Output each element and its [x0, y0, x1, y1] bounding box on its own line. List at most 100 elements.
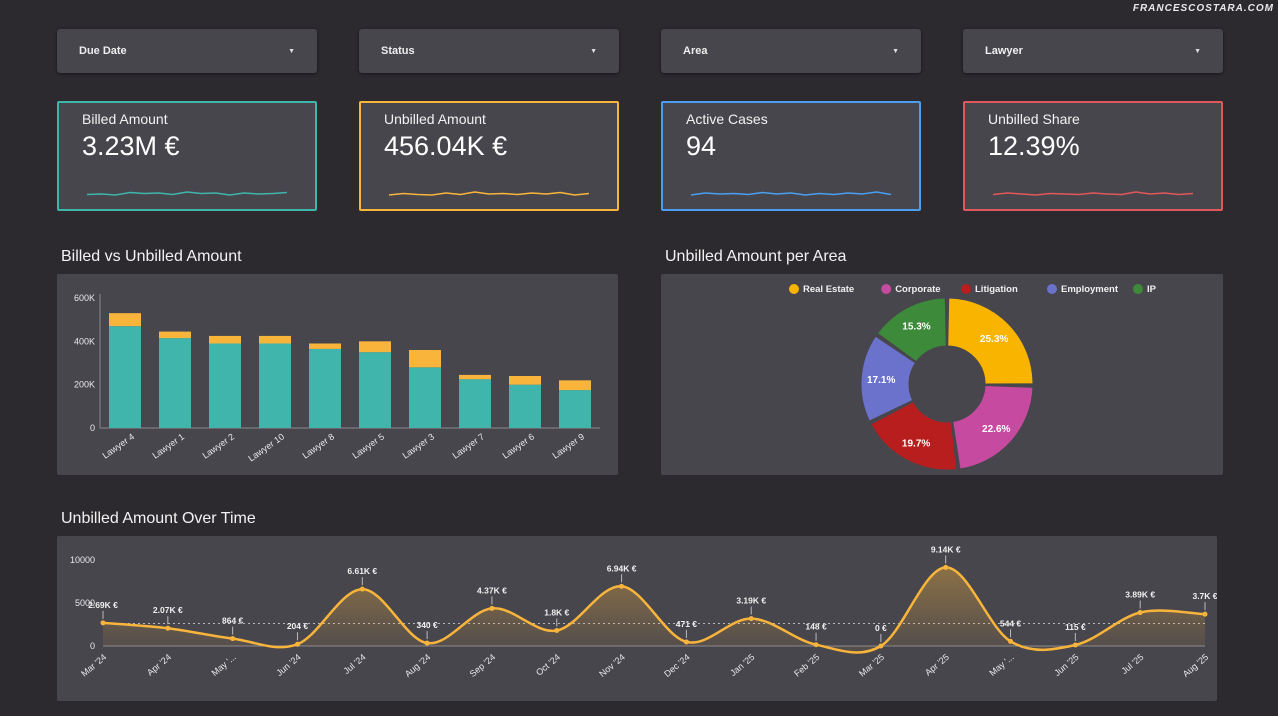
- legend-item: Litigation: [961, 284, 1018, 295]
- slice-label: 22.6%: [982, 424, 1010, 435]
- line-point: [100, 620, 106, 626]
- caret-down-icon: ▼: [892, 47, 899, 55]
- donut-slice: [860, 335, 917, 422]
- slice-label: 17.1%: [867, 375, 895, 386]
- filter-lawyer[interactable]: Lawyer ▼: [963, 29, 1223, 73]
- bar-unbilled: [459, 374, 491, 380]
- data-label: 4.37K €: [477, 585, 507, 595]
- x-tick-label: Jul '25: [1119, 652, 1145, 676]
- bar-unbilled: [409, 350, 441, 368]
- bar-billed: [209, 343, 241, 428]
- x-tick-label: Mar '24: [79, 652, 108, 679]
- line-point: [359, 586, 365, 592]
- x-tick-label: Aug '24: [403, 652, 433, 679]
- kpi-label: Unbilled Amount: [384, 111, 486, 127]
- line-point: [813, 642, 819, 648]
- bar-chart: 0 200K 400K 600K Lawyer 4 Lawyer 1 Lawyer 2 Law…: [74, 293, 600, 463]
- line-point: [1202, 611, 1208, 617]
- line-point: [230, 636, 236, 642]
- data-label: 340 €: [416, 620, 438, 630]
- donut-chart: Real Estate Corporate Litigation Employment…: [789, 284, 1157, 471]
- line-point: [619, 583, 625, 589]
- y-tick-label: 600K: [74, 293, 95, 303]
- data-label: 0 €: [875, 623, 887, 633]
- bar-unbilled: [109, 313, 141, 327]
- x-tick-label: Dec '24: [662, 652, 692, 679]
- kpi-sparkline: [993, 191, 1193, 196]
- line-point: [943, 564, 949, 570]
- kpi-sparkline: [87, 191, 287, 196]
- data-label: 115 €: [1065, 622, 1086, 632]
- x-tick-label: Mar '25: [857, 652, 886, 679]
- data-label: 3.89K €: [1125, 590, 1155, 600]
- kpi-sparkline: [691, 191, 891, 196]
- x-tick-label: Lawyer 10: [246, 431, 286, 463]
- donut-slice: [876, 297, 947, 363]
- line-point: [878, 643, 884, 649]
- filter-label: Due Date: [79, 45, 127, 57]
- x-tick-label: Sep '24: [468, 652, 498, 679]
- x-tick-label: Nov '24: [597, 652, 627, 679]
- donut-slice: [952, 384, 1034, 470]
- bar-unbilled: [259, 335, 291, 344]
- donut-slice: [870, 401, 958, 471]
- data-label: 471 €: [676, 619, 698, 629]
- slice-label: 19.7%: [902, 438, 930, 449]
- data-label: 3.19K €: [736, 596, 766, 606]
- legend-label: IP: [1147, 284, 1157, 295]
- kpi-value: 456.04K €: [384, 131, 508, 161]
- legend-swatch: [789, 284, 799, 294]
- brand-watermark: FRANCESCOSTARA.COM: [1132, 3, 1274, 14]
- y-tick-label: 400K: [74, 336, 95, 346]
- x-tick-label: Lawyer 1: [150, 431, 186, 460]
- legend-item: Employment: [1047, 284, 1119, 295]
- x-tick-label: Jun '24: [274, 652, 302, 678]
- line-point: [748, 616, 754, 622]
- legend-swatch: [1047, 284, 1057, 294]
- legend-label: Corporate: [895, 284, 940, 295]
- bar-unbilled: [209, 335, 241, 344]
- line-point: [424, 640, 430, 646]
- slice-label: 25.3%: [980, 334, 1008, 345]
- caret-down-icon: ▼: [1194, 47, 1201, 55]
- data-label: 2.69K €: [88, 600, 118, 610]
- y-tick-label: 10000: [70, 555, 95, 565]
- bar-billed: [409, 367, 441, 428]
- bar-chart-title: Billed vs Unbilled Amount: [61, 248, 242, 265]
- bar-chart-panel: 0 200K 400K 600K Lawyer 4 Lawyer 1 Lawyer 2 Law…: [57, 274, 618, 475]
- bar-unbilled: [359, 341, 391, 353]
- filter-area[interactable]: Area ▼: [661, 29, 921, 73]
- y-tick-label: 5000: [75, 598, 95, 608]
- x-tick-label: Lawyer 2: [200, 431, 236, 460]
- kpi-card-unbilled-share: Unbilled Share 12.39%: [963, 101, 1223, 211]
- kpi-label: Unbilled Share: [988, 111, 1080, 127]
- kpi-value: 94: [686, 131, 717, 161]
- bar-billed: [159, 338, 191, 428]
- bar-billed: [509, 384, 541, 428]
- filter-label: Area: [683, 45, 708, 57]
- bar-billed: [459, 379, 491, 428]
- data-label: 6.61K €: [347, 566, 377, 576]
- data-label: 864 €: [222, 616, 244, 626]
- line-chart-panel: 0 5000 10000 2.69K € Mar '24 2.07K € Apr '24 86…: [57, 536, 1218, 701]
- data-label: 6.94K €: [607, 563, 637, 573]
- bar-unbilled: [309, 343, 341, 349]
- x-tick-label: Apr '25: [923, 652, 951, 678]
- line-point: [554, 628, 560, 634]
- bar-billed: [559, 390, 591, 428]
- slice-label: 15.3%: [902, 321, 930, 332]
- caret-down-icon: ▼: [288, 47, 295, 55]
- data-label: 3.7K €: [1192, 591, 1217, 601]
- data-label: 9.14K €: [931, 544, 961, 554]
- legend-label: Litigation: [975, 284, 1018, 295]
- kpi-label: Billed Amount: [82, 111, 168, 127]
- bar-billed: [309, 348, 341, 428]
- filter-status[interactable]: Status ▼: [359, 29, 619, 73]
- filter-label: Lawyer: [985, 45, 1023, 57]
- line-point: [294, 641, 300, 647]
- data-label: 544 €: [1000, 618, 1022, 628]
- filter-label: Status: [381, 45, 415, 57]
- x-tick-label: Jan '25: [728, 652, 756, 678]
- filter-due-date[interactable]: Due Date ▼: [57, 29, 317, 73]
- line-chart-title: Unbilled Amount Over Time: [61, 510, 256, 527]
